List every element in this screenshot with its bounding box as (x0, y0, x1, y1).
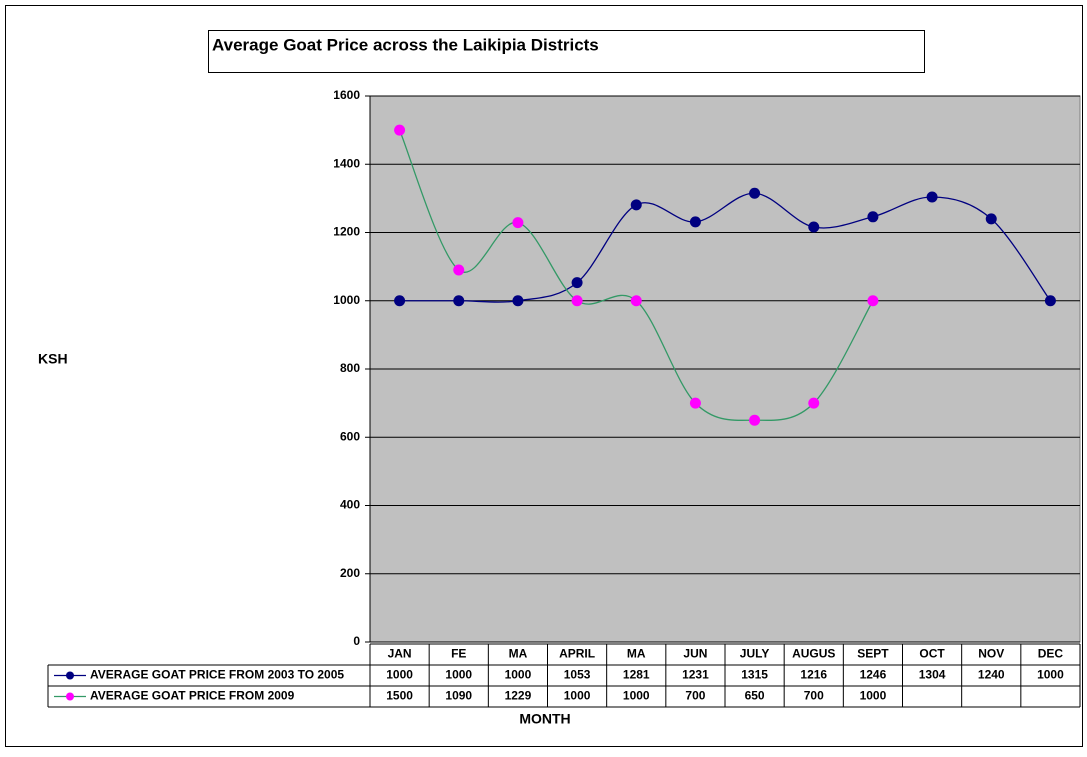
x-axis-label: MONTH (519, 711, 570, 727)
legend-label: AVERAGE GOAT PRICE FROM 2009 (90, 689, 295, 703)
data-point (630, 295, 642, 307)
data-point (512, 217, 524, 229)
table-value: 1000 (505, 668, 532, 682)
x-tick-label: JAN (388, 647, 412, 661)
table-value: 1000 (564, 689, 591, 703)
series-line (398, 129, 874, 421)
data-point (926, 191, 938, 203)
y-tick-label: 400 (340, 498, 360, 512)
data-point (394, 124, 406, 136)
legend-label: AVERAGE GOAT PRICE FROM 2003 TO 2005 (90, 668, 344, 682)
table-value: 1229 (505, 689, 532, 703)
table-value: 1315 (741, 668, 768, 682)
table-value: 700 (804, 689, 824, 703)
data-point (867, 211, 879, 223)
x-tick-label: OCT (919, 647, 945, 661)
table-value: 1240 (978, 668, 1005, 682)
data-point (1044, 295, 1056, 307)
data-point (630, 199, 642, 211)
data-point (808, 397, 820, 409)
data-point (453, 295, 465, 307)
x-tick-label: NOV (978, 647, 1004, 661)
data-point (749, 187, 761, 199)
table-value: 1000 (1037, 668, 1064, 682)
data-point (689, 397, 701, 409)
data-point (867, 295, 879, 307)
x-tick-label: APRIL (559, 647, 595, 661)
legend-marker (66, 692, 74, 701)
y-tick-label: 800 (340, 361, 360, 375)
table-value: 1000 (860, 689, 887, 703)
data-point (512, 295, 524, 307)
data-point (394, 295, 406, 307)
table-value: 1304 (919, 668, 946, 682)
table-value: 1053 (564, 668, 591, 682)
data-point (985, 213, 997, 225)
table-value: 1000 (386, 668, 413, 682)
table-value: 1281 (623, 668, 650, 682)
y-tick-label: 1200 (333, 225, 360, 239)
x-tick-label: MA (627, 647, 646, 661)
legend-marker (66, 671, 74, 680)
table-value: 700 (685, 689, 705, 703)
chart-title: Average Goat Price across the Laikipia D… (212, 35, 599, 54)
data-point (453, 264, 465, 276)
x-tick-label: MA (509, 647, 528, 661)
data-point (689, 216, 701, 228)
x-tick-label: DEC (1038, 647, 1064, 661)
table-value: 1231 (682, 668, 709, 682)
y-tick-label: 1400 (333, 156, 360, 170)
table-value: 1246 (860, 668, 887, 682)
x-tick-label: JUN (683, 647, 707, 661)
data-point (808, 221, 820, 233)
table-value: 650 (745, 689, 765, 703)
y-tick-label: 600 (340, 429, 360, 443)
data-point (571, 277, 583, 289)
y-tick-label: 200 (340, 566, 360, 580)
x-tick-label: AUGUS (792, 647, 835, 661)
y-axis-label: KSH (38, 351, 68, 367)
y-tick-label: 1000 (333, 293, 360, 307)
data-point (749, 414, 761, 426)
table-value: 1000 (623, 689, 650, 703)
y-tick-label: 1600 (333, 88, 360, 102)
y-tick-label: 0 (353, 634, 360, 648)
title-box (208, 30, 925, 73)
table-value: 1500 (386, 689, 413, 703)
data-point (571, 295, 583, 307)
table-value: 1090 (445, 689, 472, 703)
table-value: 1000 (445, 668, 472, 682)
x-tick-label: SEPT (857, 647, 889, 661)
x-tick-label: FE (451, 647, 466, 661)
x-tick-label: JULY (740, 647, 770, 661)
table-value: 1216 (800, 668, 827, 682)
